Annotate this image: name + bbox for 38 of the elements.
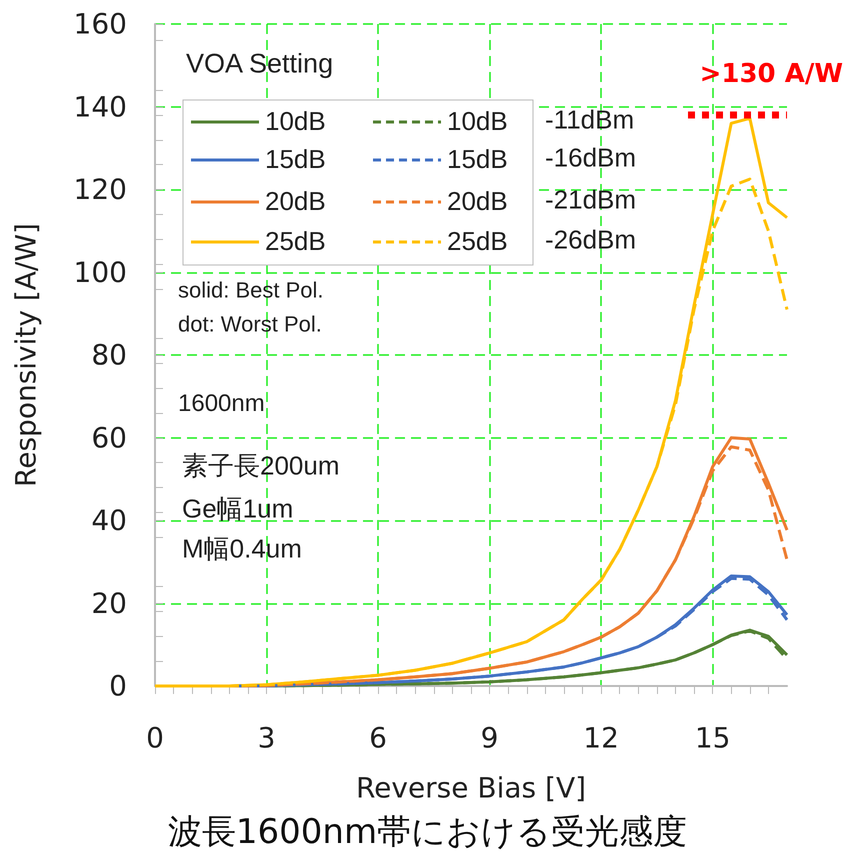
annotation: -21dBm — [545, 184, 636, 214]
y-axis-title: Responsivity [A/W] — [10, 223, 42, 487]
annotation: -26dBm — [545, 224, 636, 254]
legend-label: 10dB — [265, 106, 326, 136]
ref-line-label: >130 A/W — [700, 59, 843, 90]
annotation: -11dBm — [545, 104, 634, 134]
legend-label: 15dB — [265, 144, 326, 174]
x-tick-label: 12 — [583, 722, 619, 754]
x-tick-label: 9 — [480, 722, 498, 754]
x-tick-label: 6 — [369, 722, 387, 754]
y-tick-label: 120 — [74, 173, 127, 206]
legend-label: 25dB — [447, 226, 508, 256]
y-tick-label: 140 — [74, 90, 127, 124]
y-tick-label: 100 — [74, 256, 127, 289]
legend-label: 25dB — [265, 226, 326, 256]
annotation: dot: Worst Pol. — [178, 311, 322, 336]
x-tick-label: 0 — [146, 722, 164, 754]
y-tick-label: 60 — [91, 421, 127, 454]
annotation: Ge幅1um — [182, 493, 294, 524]
y-tick-label: 80 — [91, 338, 127, 372]
legend-label: 10dB — [447, 106, 508, 136]
x-tick-label: 3 — [258, 722, 276, 754]
annotation: solid: Best Pol. — [178, 277, 324, 302]
text: 波長1600nm帯における受光感度 — [168, 812, 688, 852]
annotation: M幅0.4um — [182, 533, 302, 564]
annotation: VOA Setting — [186, 48, 334, 78]
y-tick-label: 160 — [74, 8, 127, 40]
y-tick-label: 0 — [109, 670, 127, 702]
annotation: 素子長200um — [182, 450, 340, 480]
annotation: 1600nm — [178, 390, 265, 418]
annotation: -16dBm — [545, 142, 636, 172]
legend-label: 20dB — [265, 186, 326, 216]
x-axis-title: Reverse Bias [V] — [356, 772, 586, 804]
legend-label: 15dB — [447, 144, 508, 174]
legend-label: 20dB — [447, 186, 508, 216]
y-tick-label: 20 — [91, 586, 127, 620]
x-tick-label: 15 — [694, 722, 730, 754]
y-tick-label: 40 — [91, 504, 127, 537]
